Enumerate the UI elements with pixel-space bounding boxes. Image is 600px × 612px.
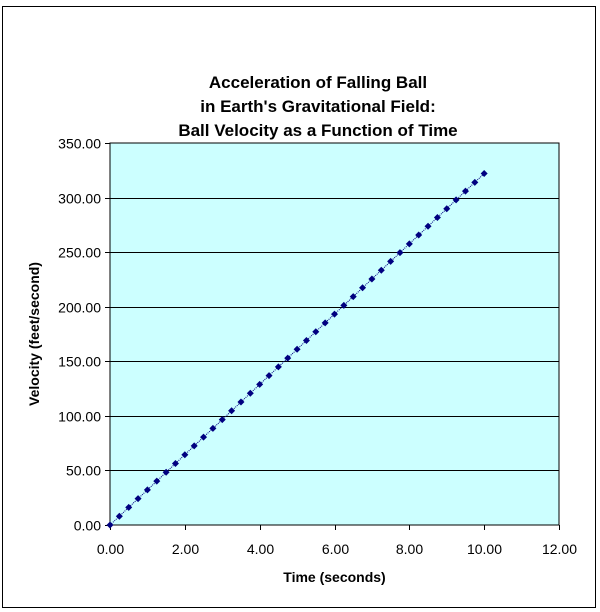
x-tick-label: 2.00 — [172, 541, 199, 557]
data-point-diamond — [471, 178, 479, 186]
data-point-diamond — [284, 354, 292, 362]
data-point-diamond — [134, 495, 142, 503]
data-point-diamond — [424, 222, 432, 230]
data-point-diamond — [321, 319, 329, 327]
y-tick-label: 200.00 — [58, 300, 101, 316]
x-tick-label: 4.00 — [247, 541, 274, 557]
data-point-diamond — [190, 442, 198, 450]
x-tick-label: 10.00 — [467, 541, 502, 557]
title-line-2: in Earth's Gravitational Field: — [200, 97, 436, 116]
data-point-diamond — [349, 293, 357, 301]
data-point-diamond — [106, 521, 114, 529]
data-point-diamond — [181, 451, 189, 459]
data-point-diamond — [265, 372, 273, 380]
data-point-diamond — [480, 170, 488, 178]
y-tick-label: 100.00 — [58, 409, 101, 425]
data-point-diamond — [377, 266, 385, 274]
data-point-diamond — [171, 459, 179, 467]
data-point-diamond — [153, 477, 161, 485]
data-point-diamond — [293, 345, 301, 353]
data-point-diamond — [302, 336, 310, 344]
data-point-diamond — [209, 424, 217, 432]
data-point-diamond — [125, 503, 133, 511]
title-line-1: Acceleration of Falling Ball — [208, 73, 428, 92]
chart-title: Acceleration of Falling Ball in Earth's … — [0, 71, 600, 143]
x-tick-label: 8.00 — [396, 541, 423, 557]
data-point-diamond — [237, 398, 245, 406]
y-tick-label: 0.00 — [74, 518, 101, 534]
data-point-diamond — [387, 257, 395, 265]
y-tick-label: 50.00 — [66, 463, 101, 479]
data-point-diamond — [415, 231, 423, 239]
data-point-diamond — [461, 187, 469, 195]
data-point-diamond — [246, 389, 254, 397]
x-axis-label: Time (seconds) — [283, 569, 385, 585]
data-point-diamond — [405, 240, 413, 248]
data-point-diamond — [443, 205, 451, 213]
plot-area — [109, 142, 560, 526]
y-tick-label: 350.00 — [58, 136, 101, 152]
title-line-3: Ball Velocity as a Function of Time — [178, 121, 458, 140]
data-point-diamond — [115, 512, 123, 520]
data-point-diamond — [340, 301, 348, 309]
y-axis-label: Velocity (feet/second) — [26, 262, 42, 406]
x-tick-label: 6.00 — [322, 541, 349, 557]
data-point-diamond — [218, 416, 226, 424]
data-point-diamond — [143, 486, 151, 494]
data-point-diamond — [228, 407, 236, 415]
x-tick-label: 12.00 — [542, 541, 577, 557]
y-tick-label: 300.00 — [58, 191, 101, 207]
data-point-diamond — [331, 310, 338, 318]
y-tick-label: 250.00 — [58, 245, 101, 261]
x-tick-label: 0.00 — [97, 541, 124, 557]
data-point-diamond — [256, 380, 264, 388]
y-tick-label: 150.00 — [58, 354, 101, 370]
data-point-diamond — [312, 328, 320, 336]
data-point-diamond — [396, 249, 404, 257]
data-point-diamond — [200, 433, 208, 441]
data-point-diamond — [452, 196, 460, 204]
data-point-diamond — [162, 468, 170, 476]
data-point-diamond — [274, 363, 282, 371]
data-point-diamond — [368, 275, 376, 283]
data-point-diamond — [359, 284, 367, 292]
data-point-diamond — [433, 213, 441, 221]
